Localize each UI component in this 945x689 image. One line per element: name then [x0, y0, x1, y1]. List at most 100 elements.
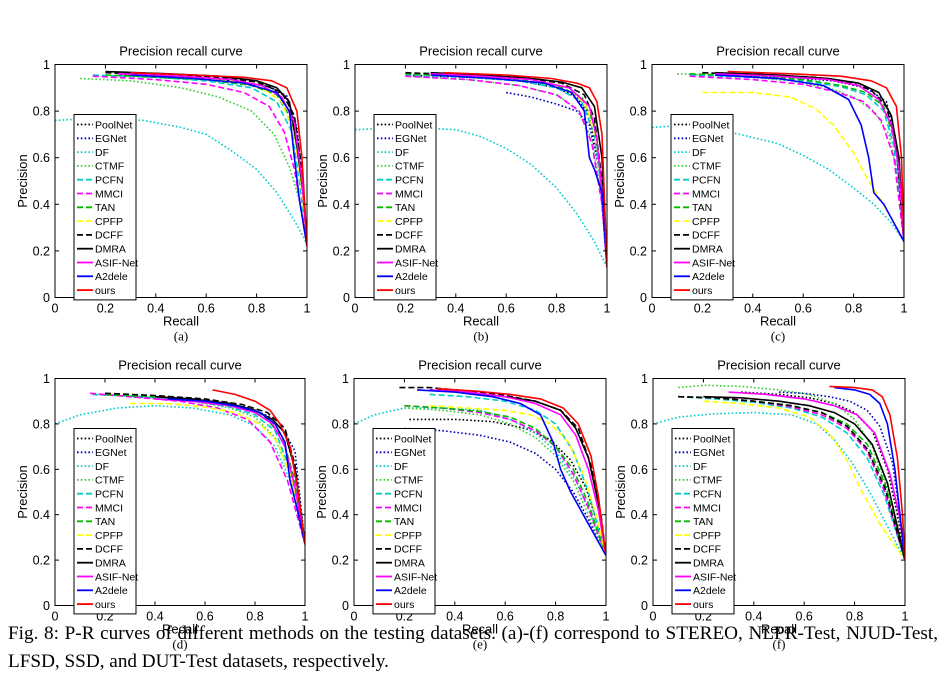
y-axis-label: Precision	[15, 154, 30, 207]
series-line-asif-net	[728, 391, 905, 561]
x-tick-label: 0.8	[246, 610, 263, 624]
y-tick-label: 0.4	[33, 508, 50, 522]
x-tick-label: 0	[649, 302, 656, 316]
chart-panel-3: Precision recall curve 0 0.2 0.4 0.6 0.8 1 0 0.2…	[612, 44, 908, 344]
y-axis-label: Precision	[315, 154, 330, 207]
y-tick-label: 0.4	[333, 198, 350, 212]
series-line-dcff	[105, 71, 307, 247]
x-axis-label: Recall	[463, 314, 499, 329]
y-tick-label: 0.2	[631, 554, 648, 568]
chart-title: Precision recall curve	[419, 44, 543, 59]
y-tick-label: 0.2	[33, 554, 50, 568]
x-tick-label: 0.6	[198, 302, 215, 316]
series-line-asif-net	[429, 389, 606, 556]
legend-label: CTMF	[394, 475, 423, 487]
legend-label: A2dele	[692, 271, 725, 283]
series-line-dmra	[429, 389, 606, 556]
x-tick-label: 0.4	[447, 302, 464, 316]
x-tick-label: 1	[304, 302, 311, 316]
legend-label: CPFP	[394, 530, 422, 542]
x-tick-label: 0.4	[745, 610, 762, 624]
legend-label: DMRA	[693, 558, 724, 570]
legend-box	[373, 114, 437, 301]
legend-label: TAN	[95, 516, 115, 528]
legend-label: DCFF	[693, 544, 721, 556]
legend-label: PCFN	[693, 489, 722, 501]
y-tick-label: 0.6	[33, 463, 50, 477]
series-group	[652, 70, 904, 243]
legend-box	[73, 428, 137, 615]
legend-label: PoolNet	[693, 433, 730, 445]
legend-label: CPFP	[693, 530, 721, 542]
series-line-egnet	[727, 74, 904, 242]
series-line-ours	[727, 70, 904, 242]
y-tick-label: 0.4	[33, 198, 50, 212]
series-line-cpfp	[429, 404, 606, 556]
legend-label: ours	[394, 599, 414, 611]
series-line-dcff	[678, 395, 905, 561]
y-tick-label: 0.8	[332, 417, 349, 431]
series-group	[55, 389, 305, 545]
series-group	[55, 70, 307, 247]
x-tick-label: 1	[902, 610, 909, 624]
legend-label: ours	[693, 599, 713, 611]
y-tick-label: 1	[640, 58, 647, 72]
series-line-df	[652, 124, 904, 243]
x-tick-label: 0.2	[694, 302, 711, 316]
legend-box	[671, 428, 735, 615]
legend-label: DCFF	[692, 230, 720, 242]
panel-label: (b)	[473, 329, 488, 344]
y-tick-label: 1	[43, 372, 50, 386]
legend-label: MMCI	[95, 188, 123, 200]
y-tick-label: 0.8	[33, 417, 50, 431]
legend-box	[73, 114, 137, 301]
legend-label: ASIF-Net	[692, 257, 735, 269]
x-tick-label: 0.4	[146, 610, 163, 624]
x-tick-label: 0	[52, 302, 59, 316]
y-tick-label: 0	[43, 291, 50, 305]
x-tick-label: 0.4	[446, 610, 463, 624]
x-tick-label: 0	[351, 610, 358, 624]
y-tick-label: 0	[43, 599, 50, 613]
series-line-cpfp	[430, 73, 607, 268]
plot-frame	[651, 64, 905, 298]
x-tick-label: 0.6	[498, 302, 515, 316]
legend-label: ours	[395, 285, 415, 297]
x-axis-label: Recall	[462, 622, 498, 637]
legend-label: PCFN	[692, 175, 721, 187]
y-tick-label: 0	[342, 599, 349, 613]
x-tick-label: 0.2	[97, 302, 114, 316]
y-tick-label: 0	[640, 291, 647, 305]
legend-label: PCFN	[95, 489, 124, 501]
legend-label: DCFF	[395, 230, 423, 242]
series-line-dmra	[714, 71, 904, 242]
legend-label: A2dele	[394, 585, 427, 597]
x-tick-label: 1	[604, 302, 611, 316]
legend-label: PoolNet	[95, 119, 132, 131]
series-line-mmci	[405, 75, 607, 268]
series-line-ctmf	[678, 384, 905, 561]
plot-frame	[54, 64, 308, 298]
y-tick-label: 0.6	[332, 463, 349, 477]
legend-label: DF	[95, 147, 109, 159]
x-tick-label: 1	[302, 610, 309, 624]
legend-label: DF	[693, 461, 707, 473]
series-line-a2dele	[430, 74, 607, 268]
y-tick-label: 0.6	[630, 151, 647, 165]
series-line-ours	[437, 387, 606, 556]
figure-caption: Fig. 8: P-R curves of different methods …	[8, 623, 938, 672]
legend-label: ours	[95, 285, 115, 297]
y-tick-label: 1	[343, 58, 350, 72]
x-tick-label: 0.8	[845, 302, 862, 316]
legend-label: DF	[394, 461, 408, 473]
panel-label: (f)	[773, 637, 786, 652]
series-line-dmra	[430, 71, 607, 268]
y-tick-label: 0.6	[631, 463, 648, 477]
y-tick-label: 0.2	[630, 244, 647, 258]
legend-label: PoolNet	[692, 119, 729, 131]
chart-title: Precision recall curve	[119, 44, 243, 59]
y-axis-label: Precision	[612, 154, 627, 207]
